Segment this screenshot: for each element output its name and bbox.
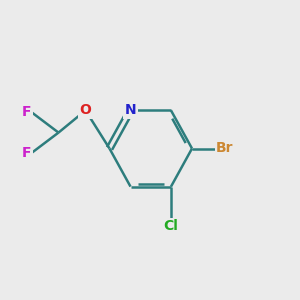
Text: Br: Br [216, 142, 233, 155]
Text: N: N [125, 103, 136, 117]
Text: F: F [22, 105, 32, 119]
Text: O: O [80, 103, 92, 117]
Text: Cl: Cl [164, 220, 178, 233]
Text: F: F [22, 146, 32, 160]
